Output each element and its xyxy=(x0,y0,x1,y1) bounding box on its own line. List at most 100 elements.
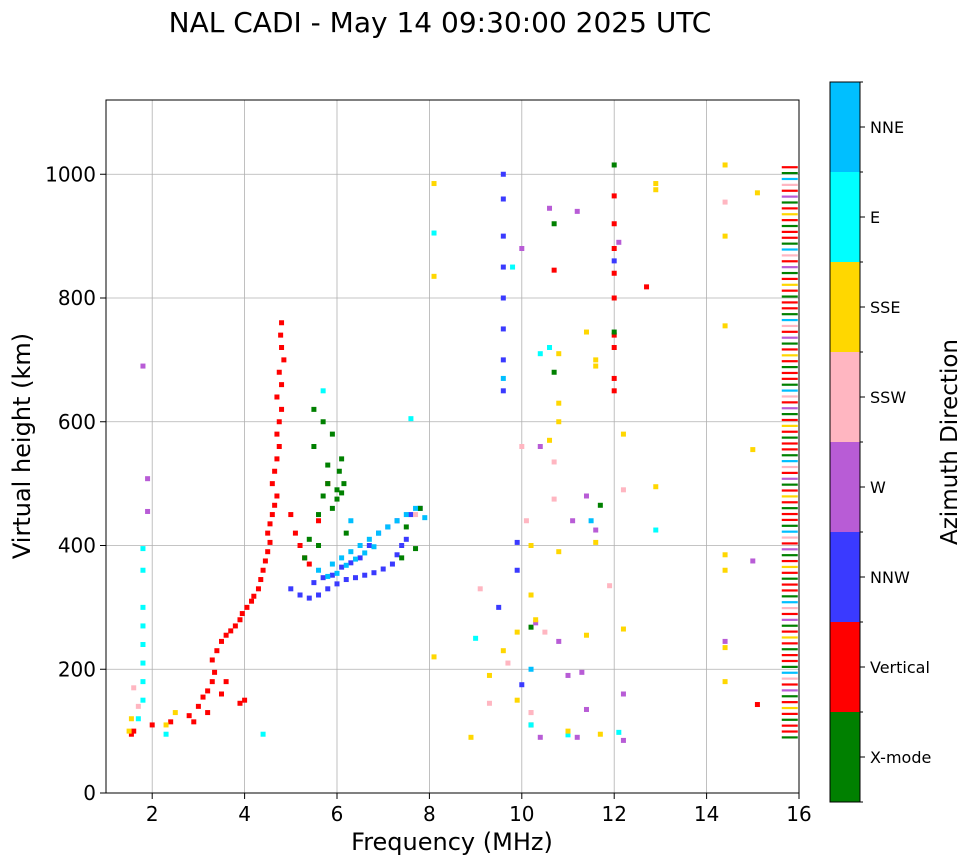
data-point-nnw xyxy=(357,555,363,561)
data-point-x-mode xyxy=(329,505,335,511)
edge-stripe-ssw xyxy=(781,324,798,328)
data-point-vertical xyxy=(255,586,261,592)
edge-stripe-nne xyxy=(781,460,798,463)
colorbar-swatch-x-mode xyxy=(830,712,860,802)
data-point-nnw xyxy=(325,586,331,592)
data-point-ssw xyxy=(486,700,492,706)
data-point-e xyxy=(547,345,553,350)
data-point-ssw xyxy=(519,444,525,449)
data-point-ssw xyxy=(620,487,626,493)
data-point-w xyxy=(570,518,576,524)
data-point-e xyxy=(163,731,169,737)
edge-stripe-w xyxy=(781,336,798,339)
edge-stripe-x-mode xyxy=(781,695,798,698)
data-point-nnw xyxy=(339,564,345,570)
data-point-x-mode xyxy=(336,468,342,474)
edge-stripe-w xyxy=(781,477,798,480)
data-point-sse xyxy=(556,400,562,406)
data-point-vertical xyxy=(205,688,211,694)
data-point-vertical xyxy=(242,697,248,703)
y-tick-label: 1000 xyxy=(45,162,96,186)
data-point-sse xyxy=(583,329,589,335)
data-point-vertical xyxy=(228,628,234,634)
data-point-nnw xyxy=(389,561,395,567)
data-point-w xyxy=(574,208,580,214)
data-point-e xyxy=(140,604,146,610)
data-point-sse xyxy=(653,187,659,193)
data-point-sse xyxy=(486,672,492,678)
colorbar-swatch-nne xyxy=(830,82,860,172)
edge-stripe-ssw xyxy=(781,677,798,680)
data-point-nnw xyxy=(500,326,506,332)
edge-stripe-x-mode xyxy=(781,224,798,228)
edge-stripe-x-mode xyxy=(781,554,798,557)
data-point-sse xyxy=(620,431,626,437)
data-point-vertical xyxy=(186,713,192,719)
data-point-sse xyxy=(653,484,659,490)
data-point-ssw xyxy=(551,459,557,465)
data-point-vertical xyxy=(237,700,243,706)
edge-stripe-w xyxy=(781,195,798,198)
edge-stripe-vertical xyxy=(781,289,798,292)
x-tick-label: 10 xyxy=(509,802,534,826)
data-point-sse xyxy=(565,728,571,734)
edge-stripe-x-mode xyxy=(781,172,798,175)
data-point-vertical xyxy=(297,543,303,548)
edge-stripe-vertical xyxy=(781,371,798,375)
data-point-vertical xyxy=(269,512,275,518)
data-point-w xyxy=(620,691,626,697)
data-point-ssw xyxy=(551,496,557,502)
data-point-vertical xyxy=(267,521,273,527)
data-point-nnw xyxy=(500,295,506,301)
edge-stripe-vertical xyxy=(781,654,798,657)
data-point-vertical xyxy=(249,598,255,604)
data-point-vertical xyxy=(611,295,617,301)
data-point-w xyxy=(145,476,151,482)
data-point-nne xyxy=(500,375,506,381)
data-point-w xyxy=(583,706,589,712)
data-point-nnw xyxy=(320,575,326,581)
data-point-nnw xyxy=(500,357,506,363)
edge-stripe-vertical xyxy=(781,418,798,422)
data-point-ssw xyxy=(722,199,728,205)
data-point-e xyxy=(537,351,543,357)
edge-stripe-vertical xyxy=(781,612,798,616)
data-point-x-mode xyxy=(339,456,345,462)
edge-stripe-w xyxy=(781,689,798,692)
data-point-vertical xyxy=(265,549,271,555)
edge-stripe-sse xyxy=(781,424,798,427)
edge-stripe-ssw xyxy=(781,465,798,469)
data-point-nnw xyxy=(500,196,506,202)
chart-title: NAL CADI - May 14 09:30:00 2025 UTC xyxy=(169,6,712,39)
x-tick-label: 2 xyxy=(146,802,159,826)
x-tick-label: 6 xyxy=(331,802,344,826)
data-point-nnw xyxy=(311,580,317,586)
x-tick-label: 8 xyxy=(423,802,436,826)
data-point-w xyxy=(533,620,539,626)
data-point-w xyxy=(583,493,589,499)
data-point-vertical xyxy=(219,691,224,697)
edge-stripe-vertical xyxy=(781,330,798,333)
edge-stripe-nne xyxy=(781,248,798,251)
data-point-nne xyxy=(366,536,372,542)
data-point-x-mode xyxy=(417,505,423,511)
edge-stripe-vertical xyxy=(781,230,798,233)
edge-stripe-vertical xyxy=(781,401,798,404)
data-point-sse xyxy=(556,549,562,555)
y-tick-label: 600 xyxy=(58,410,96,434)
data-point-vertical xyxy=(195,703,201,709)
data-point-nne xyxy=(422,515,428,521)
data-point-sse xyxy=(750,447,756,453)
data-point-nnw xyxy=(306,595,312,601)
y-tick-label: 400 xyxy=(58,534,96,558)
data-point-nne xyxy=(528,666,534,672)
data-point-nnw xyxy=(500,233,506,239)
data-point-vertical xyxy=(276,369,282,375)
data-point-vertical xyxy=(209,679,215,685)
data-point-vertical xyxy=(260,567,266,573)
data-point-vertical xyxy=(149,722,155,728)
edge-stripe-sse xyxy=(781,706,798,710)
edge-stripe-vertical xyxy=(781,207,798,210)
edge-stripe-vertical xyxy=(781,236,798,239)
edge-stripe-vertical xyxy=(781,260,798,263)
